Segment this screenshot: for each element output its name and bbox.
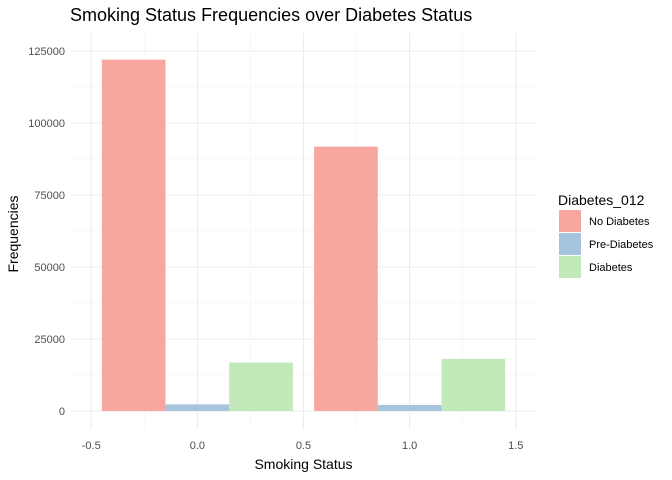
legend-label-diabetes: Diabetes <box>589 262 633 274</box>
x-tick-labels: -0.5 0.0 0.5 1.0 1.5 <box>82 440 524 452</box>
y-tick-label: 50000 <box>34 262 65 274</box>
x-tick-label: -0.5 <box>82 440 101 452</box>
legend-key-diabetes <box>559 256 581 278</box>
y-tick-label: 125000 <box>28 46 65 58</box>
y-axis-title: Frequencies <box>5 195 21 272</box>
bar-diabetes-0 <box>229 362 293 411</box>
legend-key-pre-diabetes <box>559 233 581 255</box>
bar-diabetes-1 <box>441 358 506 411</box>
bar-no-diabetes-1 <box>314 146 378 411</box>
y-tick-label: 0 <box>59 406 65 418</box>
legend: Diabetes_012 No Diabetes Pre-Diabetes Diab… <box>558 192 654 278</box>
bar-pre-diabetes-0 <box>165 404 230 411</box>
bar-pre-diabetes-1 <box>377 404 442 411</box>
y-tick-label: 25000 <box>34 334 65 346</box>
legend-label-no-diabetes: No Diabetes <box>589 216 650 228</box>
plot-panel <box>70 33 537 429</box>
x-tick-label: 1.5 <box>508 440 523 452</box>
x-tick-label: 0.0 <box>190 440 205 452</box>
x-tick-label: 1.0 <box>402 440 417 452</box>
legend-label-pre-diabetes: Pre-Diabetes <box>589 239 654 251</box>
x-axis-title: Smoking Status <box>254 456 352 472</box>
bar-no-diabetes-0 <box>101 59 166 411</box>
y-tick-labels: 0 25000 50000 75000 100000 125000 <box>28 46 65 418</box>
y-tick-label: 75000 <box>34 190 65 202</box>
legend-title: Diabetes_012 <box>558 192 645 208</box>
x-tick-label: 0.5 <box>296 440 311 452</box>
chart-title: Smoking Status Frequencies over Diabetes… <box>70 5 472 25</box>
y-tick-label: 100000 <box>28 118 65 130</box>
legend-key-no-diabetes <box>559 210 581 232</box>
